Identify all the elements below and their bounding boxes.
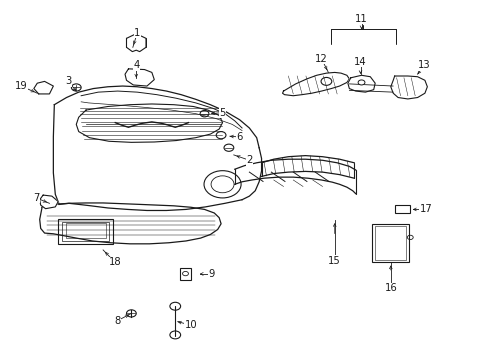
Text: 11: 11 [354,14,367,24]
Text: 17: 17 [419,204,431,215]
Text: 18: 18 [109,257,122,267]
Text: 4: 4 [133,60,139,70]
Text: 15: 15 [327,256,341,266]
Text: 1: 1 [134,28,140,38]
Text: 9: 9 [208,269,214,279]
Polygon shape [125,69,154,86]
Bar [61,222,109,241]
Text: 14: 14 [353,57,366,67]
Circle shape [357,80,364,85]
Text: 2: 2 [245,155,252,165]
Bar [180,267,190,280]
Polygon shape [34,81,53,94]
Polygon shape [40,195,58,209]
Text: 6: 6 [236,132,243,142]
Text: 3: 3 [65,76,71,86]
Bar [58,220,113,244]
Bar [374,226,405,260]
Text: 5: 5 [219,108,225,118]
Text: 16: 16 [384,283,396,293]
Text: 7: 7 [33,193,40,203]
Text: 13: 13 [417,60,429,70]
Bar [65,223,105,238]
Bar [371,224,408,262]
Polygon shape [390,76,427,99]
Text: 11: 11 [354,14,367,24]
Text: 12: 12 [315,54,327,64]
Polygon shape [347,75,374,92]
Text: 10: 10 [184,320,197,330]
Bar [394,205,409,213]
Text: 19: 19 [15,81,27,91]
Polygon shape [126,34,146,51]
Text: 8: 8 [114,316,121,325]
